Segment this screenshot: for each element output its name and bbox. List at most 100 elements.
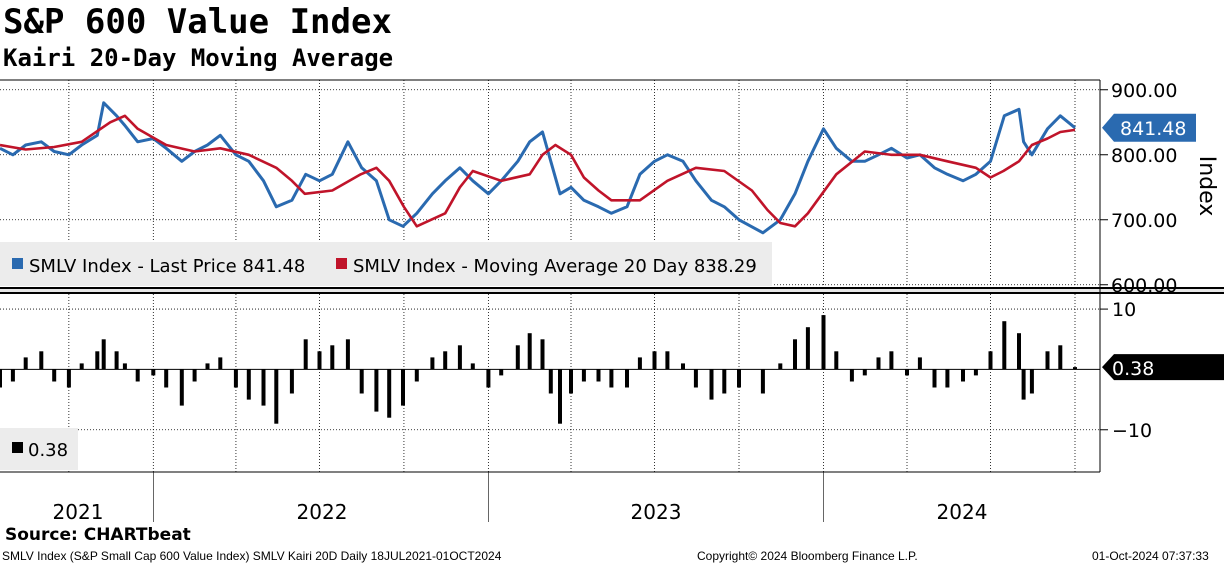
kairi-bar [164,369,169,388]
panel-divider [0,287,1224,294]
kairi-bar [760,369,765,394]
panel-frames [0,79,1224,473]
kairi-bar [39,351,44,370]
kairi-bar [274,369,279,424]
legend-swatch [336,258,347,269]
kairi-bar [973,369,978,376]
kairi-bar [876,357,881,370]
upper-legend-box [0,242,772,286]
kairi-bar [1021,369,1026,400]
kairi-bar [905,369,909,376]
kairi-bar [23,357,28,370]
kairi-bar [101,339,106,370]
kairi-bar [10,369,15,382]
year-label: 2023 [631,500,682,524]
kairi-bar [374,369,379,412]
kairi-bar [540,339,545,370]
kairi-bar [192,369,197,382]
kairi-bar [665,351,670,370]
lower-y-axis: 10 −10 [1100,299,1152,442]
kairi-bar [246,369,251,400]
last-price-label: 841.48 [1120,118,1186,140]
kairi-bar [945,369,950,388]
upper-y-tick-label: 900.00 [1111,80,1177,102]
kairi-bar [414,369,419,382]
legend-label: SMLV Index - Moving Average 20 Day 838.2… [353,256,757,277]
legend-label: SMLV Index - Last Price 841.48 [29,256,305,277]
kairi-bar [722,369,727,394]
page-subtitle: Kairi 20-Day Moving Average [3,44,394,72]
kairi-bar [79,363,84,370]
kairi-bars [0,315,1100,424]
kairi-bar [889,351,894,370]
kairi-bar [387,369,392,418]
kairi-bar [932,369,937,388]
kairi-bar [179,369,184,406]
kairi-bar [95,351,100,370]
kairi-bar [486,369,491,388]
kairi-bar [609,369,614,388]
kairi-bar [289,369,294,394]
upper-y-tick-label: 600.00 [1111,275,1177,297]
last-price-marker: 841.48 [1102,113,1196,142]
last-kairi-label: 0.38 [1112,358,1154,380]
kairi-bar [596,369,601,382]
year-label: 2024 [937,500,988,524]
footer-copyright: Copyright© 2024 Bloomberg Finance L.P. [697,549,918,563]
price-line [0,101,1076,235]
kairi-bar [114,351,119,370]
x-axis-years: 2021 2022 2023 2024 [53,472,988,524]
footer-ticker-info: SMLV Index (S&P Small Cap 600 Value Inde… [2,549,502,563]
kairi-bar [1002,321,1007,370]
kairi-bar [233,369,238,388]
kairi-bar [681,363,685,370]
kairi-bar [548,369,553,394]
upper-y-tick-label: 700.00 [1111,210,1177,232]
kairi-bar [793,339,797,370]
kairi-bar [330,345,335,370]
upper-y-tick-label: 800.00 [1111,145,1177,167]
upper-series [0,101,1076,235]
kairi-bar [652,351,657,370]
last-price-badge [1102,113,1196,142]
kairi-bar [401,369,405,406]
kairi-bar [558,369,562,424]
lower-gridlines [0,294,1100,472]
kairi-bar [581,369,586,382]
moving-average-line [0,114,1076,228]
kairi-bar [988,351,993,370]
kairi-bar [1058,345,1063,370]
kairi-bar [303,339,308,370]
kairi-bar [917,357,922,370]
kairi-bar [66,369,71,388]
year-label: 2021 [53,500,104,524]
kairi-bar [151,369,156,376]
upper-y-axis: 600.00 700.00 800.00 900.00 Index [1100,80,1219,297]
year-label: 2022 [297,500,348,524]
kairi-bar [862,369,867,376]
kairi-bar [849,369,854,382]
page-title: S&P 600 Value Index [3,2,392,42]
last-kairi-marker: 0.38 [1102,354,1224,381]
kairi-bar [345,339,350,370]
kairi-bar [218,357,223,370]
kairi-bar [359,369,364,394]
kairi-bar [0,369,2,388]
kairi-bar [317,351,322,370]
kairi-bar [261,369,266,406]
lower-legend-label: 0.38 [28,440,68,461]
kairi-bar [693,369,698,388]
upper-legend: SMLV Index - Last Price 841.48 SMLV Index… [0,242,772,286]
lower-legend: 0.38 [0,428,78,470]
kairi-bar [1073,367,1077,370]
kairi-bar [834,351,839,370]
kairi-bar [778,363,783,370]
kairi-bar [515,345,520,370]
kairi-bar [205,363,210,370]
kairi-bar [430,357,435,370]
kairi-bar [637,357,642,370]
lower-y-tick-label: 10 [1112,299,1136,321]
kairi-bar [52,369,57,382]
kairi-bar [737,369,741,388]
kairi-bar [961,369,965,382]
